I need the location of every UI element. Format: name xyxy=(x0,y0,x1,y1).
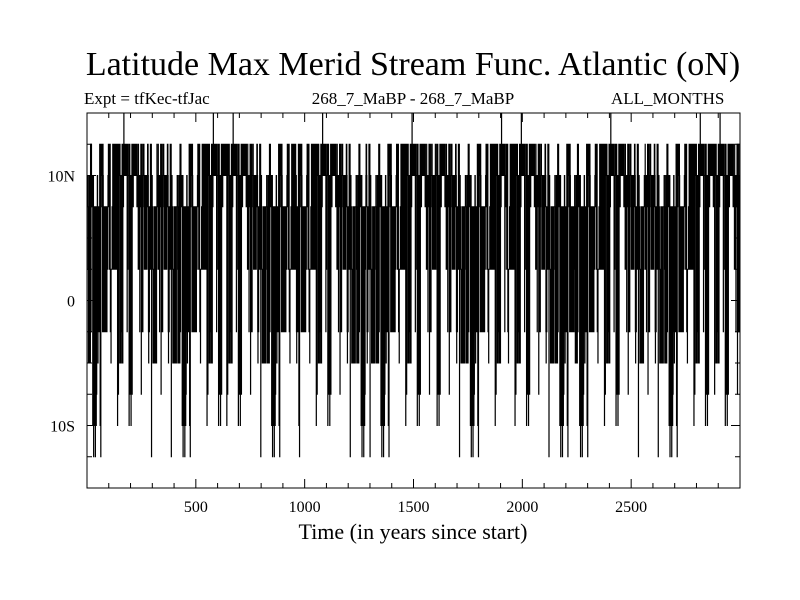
y-tick-label: 0 xyxy=(67,294,75,311)
months-label: ALL_MONTHS xyxy=(611,89,725,108)
series-line-0 xyxy=(87,113,740,458)
y-tick-label: 10S xyxy=(50,419,75,436)
x-tick-label: 2000 xyxy=(506,499,538,516)
x-tick-label: 1500 xyxy=(398,499,430,516)
x-tick-label: 500 xyxy=(184,499,208,516)
x-axis-label: Time (in years since start) xyxy=(298,519,528,544)
experiment-label: Expt = tfKec-tfJac xyxy=(84,89,210,108)
chart-title: Latitude Max Merid Stream Func. Atlantic… xyxy=(85,46,741,83)
y-tick-label: 10N xyxy=(47,169,75,186)
x-tick-label: 2500 xyxy=(615,499,647,516)
x-tick-label: 1000 xyxy=(289,499,321,516)
chart-subtitle: 268_7_MaBP - 268_7_MaBP xyxy=(311,89,515,108)
